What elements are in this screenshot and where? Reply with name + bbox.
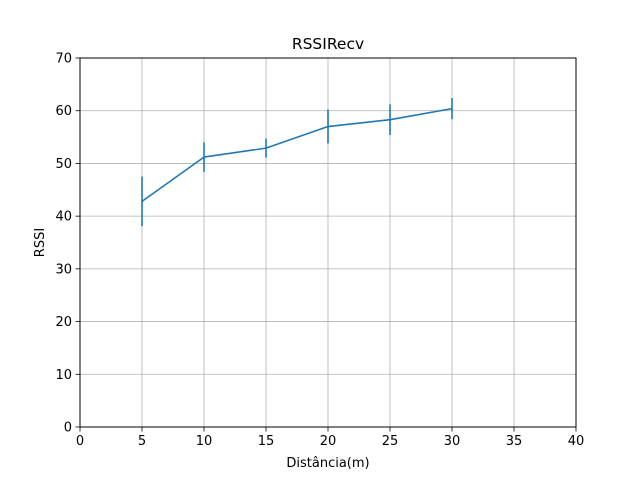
x-tick-label: 10: [196, 434, 213, 449]
x-tick-label: 40: [568, 434, 585, 449]
x-tick-label: 25: [382, 434, 399, 449]
chart-title: RSSIRecv: [292, 35, 364, 53]
data-point: [265, 147, 267, 149]
x-tick-label: 15: [258, 434, 275, 449]
x-axis-label: Distância(m): [286, 456, 369, 471]
ticks: 0 5 10 15 20 25 30 35 40 0 10 20 30 40 50 60 70: [55, 52, 584, 450]
y-tick-label: 20: [55, 315, 72, 330]
x-tick-label: 35: [506, 434, 523, 449]
series-layer: [141, 98, 453, 227]
y-tick-label: 40: [55, 210, 72, 225]
x-tick-label: 0: [76, 434, 84, 449]
y-axis-label: RSSI: [33, 228, 48, 257]
y-tick-label: 0: [64, 421, 72, 436]
data-point: [141, 200, 143, 203]
data-point: [389, 118, 391, 121]
y-tick-label: 50: [55, 157, 72, 172]
x-tick-label: 30: [444, 434, 461, 449]
data-point: [327, 125, 329, 128]
x-tick-label: 5: [138, 434, 146, 449]
x-tick-label: 20: [320, 434, 337, 449]
y-tick-label: 30: [55, 262, 72, 277]
y-tick-label: 10: [55, 368, 72, 383]
y-tick-label: 70: [55, 52, 72, 67]
data-point: [451, 107, 453, 110]
series-line: [141, 107, 453, 203]
y-tick-label: 60: [55, 104, 72, 119]
data-point: [203, 156, 205, 158]
